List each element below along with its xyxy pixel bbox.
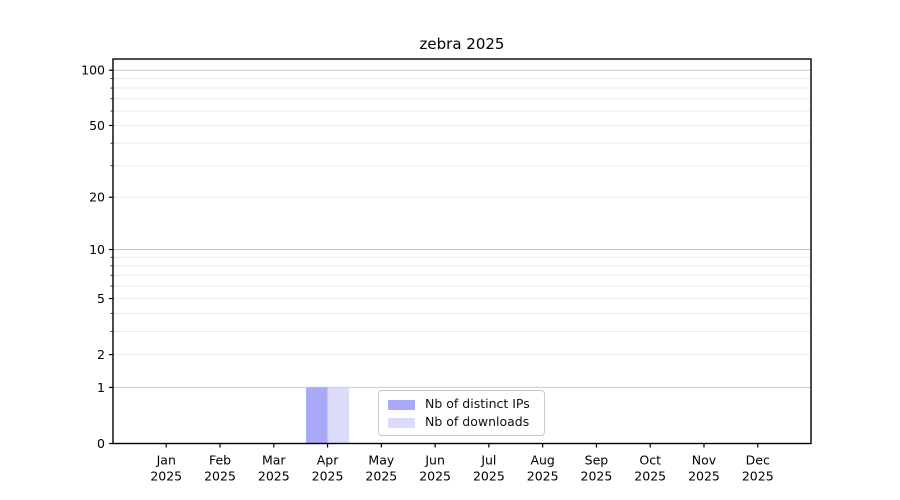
x-tick-label-year: 2025 [742,469,774,484]
y-tick-label: 20 [89,190,105,205]
x-tick-label-month: Mar [262,453,286,468]
x-tick-label-year: 2025 [419,469,451,484]
x-tick-label-month: Feb [209,453,231,468]
x-tick-label-month: Nov [692,453,717,468]
x-tick-label-month: Apr [317,453,339,468]
legend: Nb of distinct IPs Nb of downloads [378,390,545,436]
x-tick-label-year: 2025 [258,469,290,484]
plot-spines [112,58,812,445]
y-tick-label: 100 [81,63,105,78]
x-tick-label-month: Oct [639,453,661,468]
legend-label-downloads: Nb of downloads [425,414,530,430]
x-tick-label-year: 2025 [527,469,559,484]
x-tick-label-year: 2025 [634,469,666,484]
legend-item-downloads: Nb of downloads [388,415,535,430]
x-tick-label-month: Jul [480,453,496,468]
x-tick-label-year: 2025 [312,469,344,484]
x-tick-label-month: Sep [585,453,609,468]
bar-nb-of-downloads-apr [327,387,350,444]
x-tick-label-month: May [368,453,394,468]
bar-nb-of-distinct-ips-apr [306,387,328,444]
y-tick-label: 50 [89,118,105,133]
x-tick-label-year: 2025 [204,469,236,484]
x-tick-label-month: Aug [530,453,554,468]
legend-swatch-distinct-ips [388,399,415,410]
y-tick-label: 2 [97,347,105,362]
x-tick-label-year: 2025 [473,469,505,484]
x-tick-label-year: 2025 [581,469,613,484]
y-tick-label: 10 [89,242,105,257]
y-tick-label: 5 [97,291,105,306]
chart-title: zebra 2025 [419,35,505,53]
y-tick-label: 1 [97,380,105,395]
x-tick-label-month: Dec [746,453,770,468]
x-tick-label-month: Jun [424,453,445,468]
x-tick-label-year: 2025 [365,469,397,484]
x-tick-label-year: 2025 [150,469,182,484]
legend-label-distinct-ips: Nb of distinct IPs [425,396,530,412]
y-tick-label: 0 [97,436,105,451]
legend-swatch-downloads [388,417,415,428]
x-tick-label-month: Jan [156,453,176,468]
x-tick-label-year: 2025 [688,469,720,484]
legend-item-distinct-ips: Nb of distinct IPs [388,397,535,412]
